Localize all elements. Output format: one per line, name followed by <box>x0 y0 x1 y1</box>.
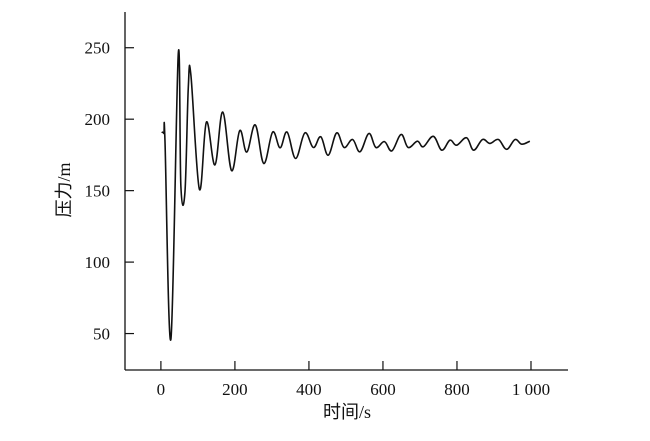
axes: 50 100 150 200 250 0 200 400 600 800 1 000 <box>85 12 568 399</box>
x-tick-label: 200 <box>222 380 248 399</box>
y-tick-label: 50 <box>93 325 110 344</box>
y-tick-label: 200 <box>85 110 111 129</box>
y-tick-label: 150 <box>85 182 111 201</box>
x-axis-label: 时间/s <box>323 402 371 422</box>
y-tick-label: 250 <box>85 39 111 58</box>
x-tick-label: 800 <box>444 380 470 399</box>
y-tick-label: 100 <box>85 253 111 272</box>
series-line <box>161 49 531 341</box>
y-axis-label: 压力/m <box>54 162 74 217</box>
x-tick-label: 0 <box>157 380 166 399</box>
x-tick-label: 1 000 <box>512 380 550 399</box>
x-tick-label: 400 <box>296 380 322 399</box>
x-tick-label: 600 <box>370 380 396 399</box>
